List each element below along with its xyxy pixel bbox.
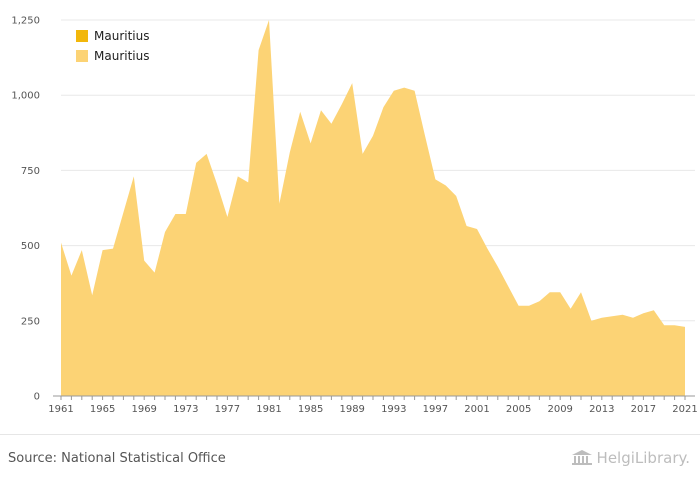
x-tick-label: 1997 [423,404,448,415]
x-tick-label: 1985 [298,404,323,415]
source-text: Source: National Statistical Office [8,451,226,466]
footer: Source: National Statistical Office Helg… [0,434,700,483]
y-tick-label: 1,250 [11,16,40,27]
brand-logo[interactable]: HelgiLibrary. [571,449,690,467]
x-tick-label: 1969 [131,404,156,415]
legend-label: Mauritius [94,29,149,43]
legend-label: Mauritius [94,49,149,63]
x-tick-label: 1973 [173,404,198,415]
legend-swatch-dark [76,30,88,42]
x-tick-label: 1981 [256,404,281,415]
x-tick-label: 1989 [339,404,364,415]
x-tick-label: 2013 [589,404,614,415]
legend: Mauritius Mauritius [76,29,149,63]
x-tick-label: 1965 [90,404,115,415]
x-tick-label: 1977 [215,404,240,415]
x-axis-ticks: 1961 1965 1969 1973 1977 1981 1985 1989 1993 1997… [48,396,698,415]
y-tick-label: 500 [21,241,40,252]
x-tick-label: 2009 [547,404,572,415]
x-tick-label: 2021 [672,404,697,415]
y-tick-label: 250 [21,316,40,327]
legend-swatch-light [76,50,88,62]
y-axis-ticks: 0 250 500 750 1,000 1,250 [11,16,40,403]
y-tick-label: 0 [34,392,40,403]
series-area-mauritius [61,20,685,396]
y-tick-label: 1,000 [11,91,40,102]
x-tick-label: 2005 [506,404,531,415]
library-building-icon [571,450,592,465]
y-tick-label: 750 [21,166,40,177]
x-tick-label: 2017 [631,404,656,415]
brand-name: HelgiLibrary. [596,449,690,467]
x-tick-label: 1993 [381,404,406,415]
area-chart: 0 250 500 750 1,000 1,250 1961 1965 1969 1973 197… [11,16,698,416]
x-tick-label: 1961 [48,404,73,415]
x-tick-label: 2001 [464,404,489,415]
